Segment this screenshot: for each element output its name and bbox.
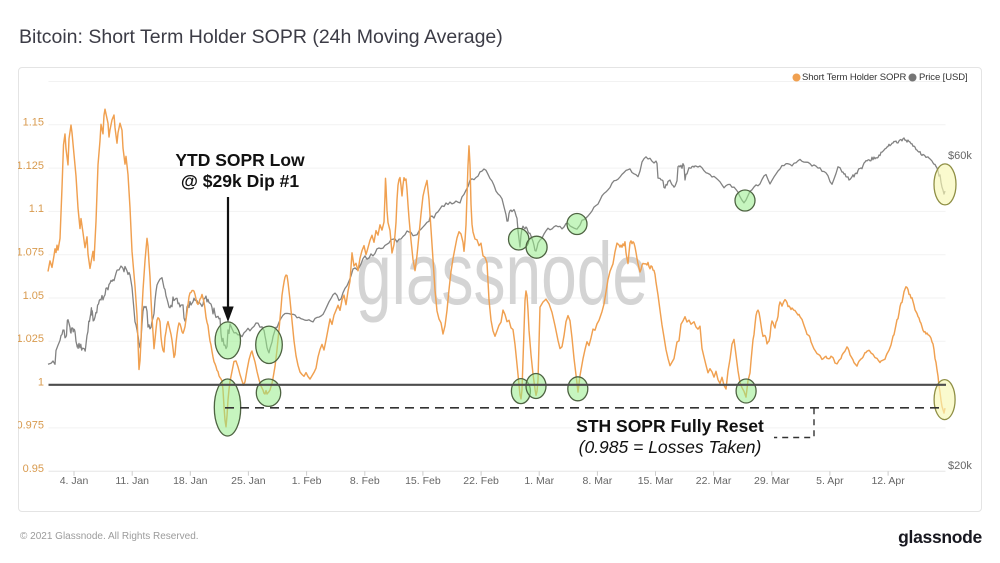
- svg-text:1. Feb: 1. Feb: [292, 475, 322, 487]
- svg-text:1.1: 1.1: [29, 203, 44, 215]
- svg-text:1.025: 1.025: [18, 333, 44, 345]
- svg-text:11. Jan: 11. Jan: [115, 475, 149, 487]
- svg-text:1. Mar: 1. Mar: [524, 475, 554, 487]
- svg-text:1.05: 1.05: [23, 290, 44, 302]
- svg-text:29. Mar: 29. Mar: [754, 475, 790, 487]
- svg-text:$20k: $20k: [948, 460, 972, 472]
- svg-text:$60k: $60k: [948, 150, 972, 162]
- svg-text:4. Jan: 4. Jan: [60, 475, 89, 487]
- svg-text:18. Jan: 18. Jan: [173, 475, 208, 487]
- svg-text:glassnode: glassnode: [356, 224, 648, 323]
- svg-text:22. Feb: 22. Feb: [463, 475, 499, 487]
- svg-text:0.95: 0.95: [23, 463, 44, 475]
- svg-text:22. Mar: 22. Mar: [696, 475, 732, 487]
- svg-text:0.975: 0.975: [18, 420, 44, 432]
- svg-text:1.125: 1.125: [18, 160, 44, 172]
- svg-text:1: 1: [38, 376, 44, 388]
- svg-text:25. Jan: 25. Jan: [231, 475, 266, 487]
- svg-text:8. Feb: 8. Feb: [350, 475, 380, 487]
- svg-text:15. Feb: 15. Feb: [405, 475, 441, 487]
- svg-text:1.15: 1.15: [23, 117, 44, 129]
- svg-text:15. Mar: 15. Mar: [638, 475, 674, 487]
- svg-text:12. Apr: 12. Apr: [871, 475, 905, 487]
- svg-text:8. Mar: 8. Mar: [583, 475, 613, 487]
- svg-text:1.075: 1.075: [18, 247, 44, 259]
- svg-text:5. Apr: 5. Apr: [816, 475, 844, 487]
